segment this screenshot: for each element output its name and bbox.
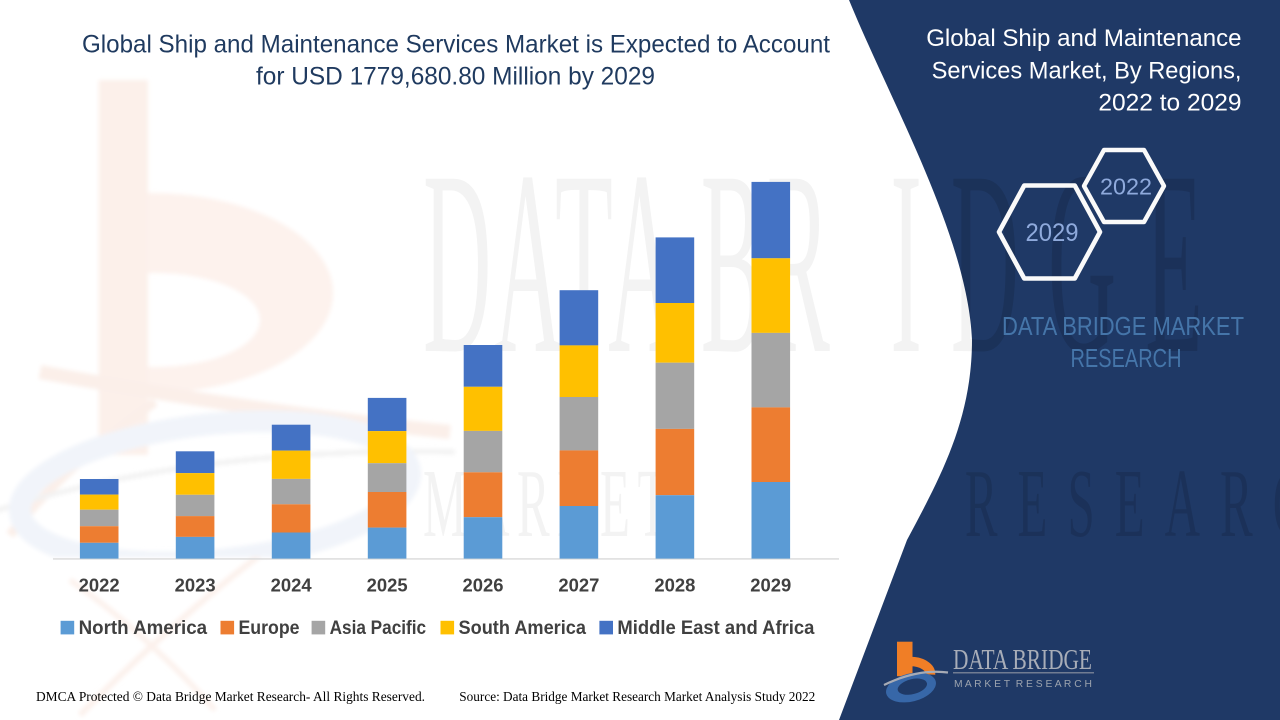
svg-text:2028: 2028 <box>654 576 695 596</box>
svg-text:2025: 2025 <box>367 576 408 596</box>
svg-text:South America: South America <box>459 618 587 639</box>
svg-text:DMCA Protected © Data Bridge M: DMCA Protected © Data Bridge Market Rese… <box>36 689 425 704</box>
svg-text:DATA BRIDGE: DATA BRIDGE <box>953 644 1092 676</box>
svg-text:Asia Pacific: Asia Pacific <box>330 618 427 639</box>
svg-text:for USD 1779,680.80 Million by: for USD 1779,680.80 Million by 2029 <box>256 63 655 91</box>
svg-text:2029: 2029 <box>750 576 791 596</box>
svg-text:2027: 2027 <box>558 576 599 596</box>
svg-text:Global Ship and Maintenance Se: Global Ship and Maintenance Services Mar… <box>82 31 830 59</box>
svg-text:Global Ship and Maintenance: Global Ship and Maintenance <box>926 25 1241 52</box>
svg-text:DATA BRIDGE MARKET: DATA BRIDGE MARKET <box>1002 311 1244 341</box>
svg-text:2022: 2022 <box>1100 174 1152 200</box>
svg-text:Europe: Europe <box>239 618 300 639</box>
svg-text:2029: 2029 <box>1026 219 1079 247</box>
svg-text:2023: 2023 <box>175 576 216 596</box>
svg-text:North America: North America <box>79 618 208 639</box>
svg-text:M A R K E T R E S E A R C H: M A R K E T R E S E A R C H <box>954 678 1092 690</box>
svg-text:2024: 2024 <box>271 576 312 596</box>
svg-text:Services Market, By Regions,: Services Market, By Regions, <box>932 57 1242 84</box>
svg-text:2022: 2022 <box>79 576 120 596</box>
svg-text:2026: 2026 <box>463 576 504 596</box>
svg-text:Source: Data Bridge Market Res: Source: Data Bridge Market Research Mark… <box>459 689 815 704</box>
svg-text:RESEARCH: RESEARCH <box>1071 343 1182 373</box>
svg-text:2022 to 2029: 2022 to 2029 <box>1098 89 1241 116</box>
svg-text:Middle East and Africa: Middle East and Africa <box>617 618 814 639</box>
